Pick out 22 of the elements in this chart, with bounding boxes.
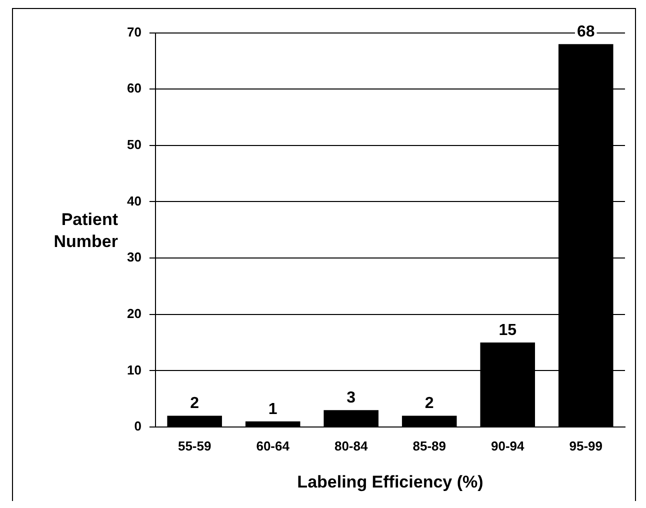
y-tick-label: 50 xyxy=(126,137,142,152)
y-tick-label: 20 xyxy=(126,306,142,321)
y-tick-label: 10 xyxy=(126,362,142,378)
x-tick-label: 95-99 xyxy=(569,438,602,454)
x-axis-title: Labeling Efficiency (%) xyxy=(297,472,484,492)
data-label: 3 xyxy=(346,390,356,407)
x-tick-label: 90-94 xyxy=(490,438,526,454)
x-tick-label: 85-89 xyxy=(412,438,446,454)
y-tick-label: 70 xyxy=(126,24,142,40)
data-label: 2 xyxy=(190,395,200,412)
y-tick-label: 0 xyxy=(134,418,142,434)
x-tick-label: 80-84 xyxy=(334,438,368,454)
y-axis-title: Patient Number xyxy=(52,209,118,253)
data-label: 15 xyxy=(498,322,517,339)
y-tick-label: 30 xyxy=(126,250,142,265)
data-label: 68 xyxy=(576,23,595,40)
data-label: 2 xyxy=(424,395,434,412)
data-label: 1 xyxy=(268,400,278,418)
x-tick-label: 60-64 xyxy=(256,438,290,454)
y-tick-label: 40 xyxy=(126,193,142,208)
x-tick-label: 55-59 xyxy=(178,438,212,454)
y-tick-label: 60 xyxy=(126,80,142,96)
